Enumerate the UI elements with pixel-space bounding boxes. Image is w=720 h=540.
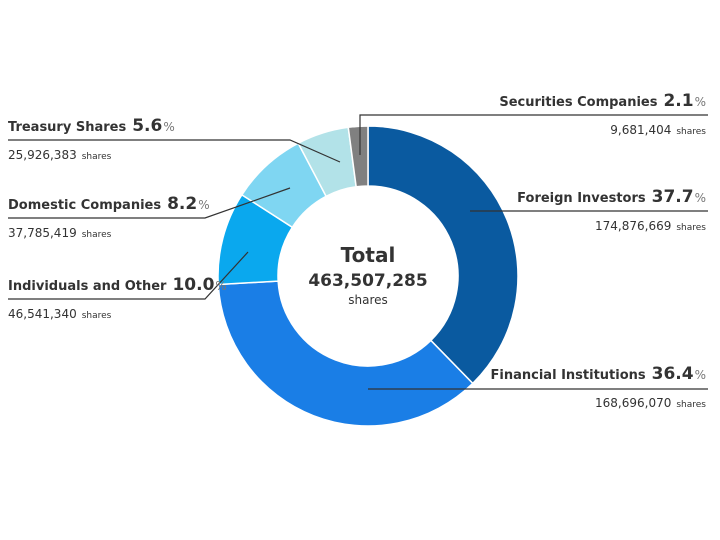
slice-label: Domestic Companies 8.2% <box>8 194 210 214</box>
percent-unit: % <box>163 120 174 134</box>
shares-label: 46,541,340 shares <box>8 307 112 321</box>
total: 463,507,285 <box>308 271 427 291</box>
slice-label: Individuals and Other 10.0% <box>8 275 227 295</box>
percent-unit: % <box>215 279 226 293</box>
shares-value: 37,785,419 <box>8 226 77 240</box>
percent-value: 37.7 <box>652 187 694 207</box>
shares-unit: shares <box>676 400 706 410</box>
percent-value: 10.0 <box>172 275 214 295</box>
shares-value: 46,541,340 <box>8 307 77 321</box>
leader-line <box>8 251 249 300</box>
percent-unit: % <box>695 95 706 109</box>
shares-unit: shares <box>676 223 706 233</box>
percent-value: 8.2 <box>167 194 197 214</box>
percent-value: 5.6 <box>132 116 162 136</box>
percent-unit: % <box>695 368 706 382</box>
leader-line <box>359 114 708 155</box>
percent-unit: % <box>198 198 209 212</box>
shares-value: 168,696,070 <box>595 396 671 410</box>
leader-line <box>8 187 291 219</box>
percent-value: 2.1 <box>663 91 693 111</box>
leader-line <box>8 139 341 163</box>
category-name: Treasury Shares <box>8 120 126 135</box>
percent-unit: % <box>695 191 706 205</box>
shares-value: 9,681,404 <box>610 123 671 137</box>
shares-unit: shares <box>676 127 706 137</box>
percent-value: 36.4 <box>652 364 694 384</box>
shares-value: 25,926,383 <box>8 148 77 162</box>
category-name: Foreign Investors <box>517 191 646 206</box>
donut-slice <box>347 125 369 188</box>
category-name: Financial Institutions <box>491 368 646 383</box>
category-name: Securities Companies <box>499 95 657 110</box>
donut-slice <box>367 125 519 385</box>
shares-unit: shares <box>82 311 112 321</box>
donut-slice <box>217 280 474 427</box>
category-name: Domestic Companies <box>8 198 161 213</box>
shares-value: 174,876,669 <box>595 219 671 233</box>
slice-label: Securities Companies 2.1% <box>499 91 706 111</box>
slice-label: Financial Institutions 36.4% <box>491 364 706 384</box>
slice-label: Foreign Investors 37.7% <box>517 187 706 207</box>
slice-label: Treasury Shares 5.6% <box>8 116 175 136</box>
shares-unit: shares <box>82 230 112 240</box>
shares-unit: shares <box>82 152 112 162</box>
shares-label: 25,926,383 shares <box>8 148 112 162</box>
center-title: Total <box>341 243 396 267</box>
shares-label: 174,876,669 shares <box>595 219 706 233</box>
shares-label: 37,785,419 shares <box>8 226 112 240</box>
shares-label: 168,696,070 shares <box>595 396 706 410</box>
category-name: Individuals and Other <box>8 279 167 294</box>
total-unit: shares <box>348 293 388 307</box>
shares-label: 9,681,404 shares <box>610 123 706 137</box>
